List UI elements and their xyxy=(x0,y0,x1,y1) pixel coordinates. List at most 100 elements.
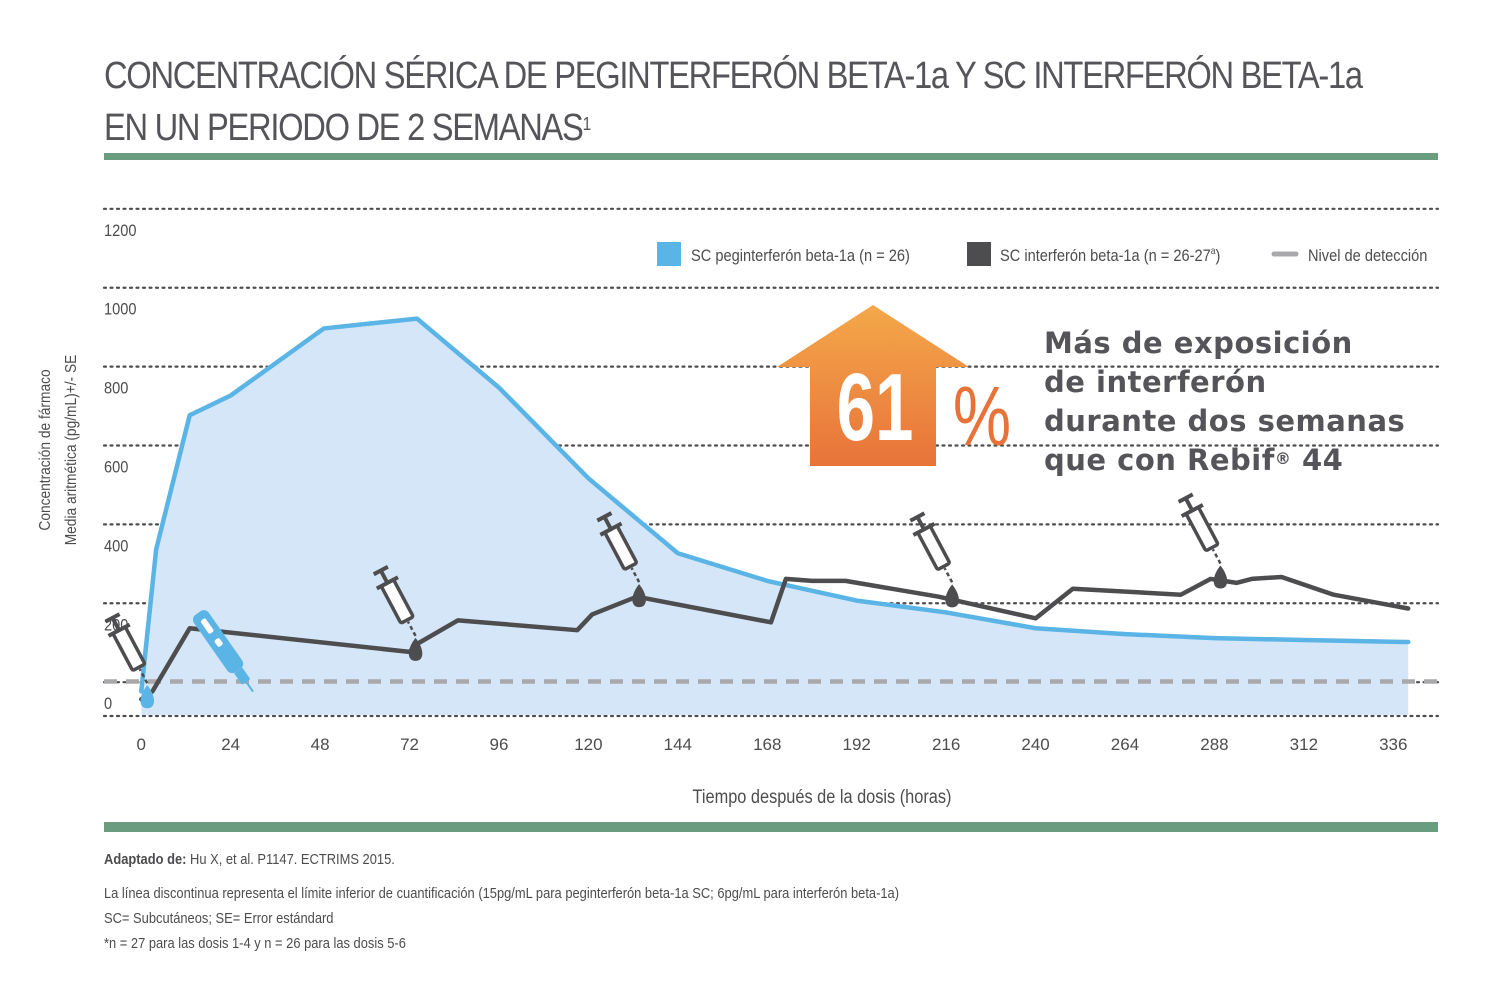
x-tick-label-240: 240 xyxy=(1021,735,1049,754)
callout-line-1: Más de exposición xyxy=(1044,326,1353,360)
drop-icon xyxy=(1213,565,1228,589)
x-tick-label-48: 48 xyxy=(311,735,330,754)
legend-swatch-interferon xyxy=(967,242,991,266)
x-tick-label-192: 192 xyxy=(843,735,871,754)
exposure-callout-text: Más de exposición de interferón durante … xyxy=(1044,324,1464,480)
syringe-plunger-cap xyxy=(372,565,389,577)
syringe-barrel xyxy=(1185,506,1220,552)
syringe-icon xyxy=(909,511,959,608)
x-tick-label-72: 72 xyxy=(400,735,419,754)
syringe-needle xyxy=(630,567,641,583)
x-tick-label-336: 336 xyxy=(1379,735,1407,754)
syringe-needle xyxy=(138,668,149,684)
syringe-barrel xyxy=(916,525,951,571)
y-tick-label-1000: 1000 xyxy=(104,301,137,319)
x-tick-labels: 0 24 48 72 96 120 144 168 192 216 240 264 288 312 336 xyxy=(137,735,1408,754)
syringe-icon xyxy=(372,565,423,661)
syringe-plunger-cap xyxy=(909,511,926,523)
drop-icon xyxy=(408,637,423,661)
footer-note-2: SC= Subcutáneos; SE= Error estándard xyxy=(104,910,334,927)
syringe-plunger xyxy=(379,569,390,584)
legend-label-interferon-main: SC interferón beta-1a (n = 26-27 xyxy=(1000,247,1211,265)
syringe-icon xyxy=(104,612,155,709)
footer-note-3: *n = 27 para las dosis 1-4 y n = 26 para… xyxy=(104,935,406,952)
increase-arrow-callout: 61 % xyxy=(777,305,1011,466)
callout-line-4-suffix: 44 xyxy=(1291,443,1344,477)
peginterferon-area xyxy=(141,318,1409,715)
drop-icon xyxy=(945,584,959,608)
y-tick-label-600: 600 xyxy=(104,459,129,477)
x-axis-label: Tiempo después de la dosis (horas) xyxy=(693,786,952,807)
syringe-icon-body xyxy=(909,511,954,583)
legend-swatch-peginterferon xyxy=(657,242,681,266)
up-arrow-icon xyxy=(777,305,969,466)
x-tick-label-168: 168 xyxy=(753,735,781,754)
footer-note-1: La línea discontinua representa el límit… xyxy=(104,885,900,902)
legend-label-interferon-close: ) xyxy=(1216,247,1221,265)
x-tick-label-216: 216 xyxy=(932,735,960,754)
x-tick-label-288: 288 xyxy=(1200,735,1228,754)
x-tick-label-0: 0 xyxy=(137,735,146,754)
top-divider xyxy=(104,153,1438,160)
callout-line-3: durante dos semanas xyxy=(1044,404,1406,438)
syringe-icon-body xyxy=(596,511,641,583)
dose-markers xyxy=(104,492,1228,709)
syringe-plunger-cap xyxy=(596,511,613,523)
legend-label-interferon-sup: a xyxy=(1211,245,1217,256)
y-axis-label-line-1: Concentración de fármaco xyxy=(36,369,54,530)
syringe-icon-body xyxy=(1177,492,1222,565)
bottom-divider xyxy=(104,822,1438,832)
legend-item-interferon: SC interferón beta-1a (n = 26-27a) xyxy=(967,242,1220,266)
y-axis-label-line-2: Media aritmética (pg/mL)+/- SE xyxy=(62,355,80,546)
y-tick-label-400: 400 xyxy=(104,537,129,555)
footer-source-text: Hu X, et al. P1147. ECTRIMS 2015. xyxy=(186,851,395,868)
callout-line-2: de interferón xyxy=(1044,365,1267,399)
callout-registered-mark: ® xyxy=(1274,449,1292,468)
legend-label-detection: Nivel de detección xyxy=(1308,247,1427,265)
increase-percent: % xyxy=(953,369,1011,463)
syringe-icon-body xyxy=(104,612,149,684)
syringe-barrel xyxy=(111,625,147,672)
syringe-plunger xyxy=(1183,497,1195,512)
syringe-plunger xyxy=(602,515,613,531)
legend-label-peginterferon: SC peginterferón beta-1a (n = 26) xyxy=(691,247,910,265)
legend-label-interferon: SC interferón beta-1a (n = 26-27a) xyxy=(1000,245,1220,265)
syringe-plunger xyxy=(915,516,926,531)
syringe-icon xyxy=(1177,492,1228,589)
increase-number: 61 xyxy=(837,353,914,461)
footer-source-label: Adaptado de: xyxy=(104,851,187,868)
y-tick-label-800: 800 xyxy=(104,380,129,398)
title-line-1: CONCENTRACIÓN SÉRICA DE PEGINTERFERÓN BE… xyxy=(104,55,1363,97)
page-title: CONCENTRACIÓN SÉRICA DE PEGINTERFERÓN BE… xyxy=(104,50,1363,154)
x-tick-label-96: 96 xyxy=(490,735,509,754)
x-tick-label-24: 24 xyxy=(221,735,240,754)
legend-item-peginterferon: SC peginterferón beta-1a (n = 26) xyxy=(657,242,910,266)
x-tick-label-312: 312 xyxy=(1290,735,1318,754)
drop-icon xyxy=(140,685,155,709)
peginterferon-line xyxy=(139,316,1411,694)
title-footnote-ref: 1 xyxy=(582,114,592,134)
legend: SC peginterferón beta-1a (n = 26) SC int… xyxy=(657,242,1427,266)
drop-icon xyxy=(632,584,646,608)
legend-item-detection: Nivel de detección xyxy=(1271,247,1427,265)
area-fill-layer xyxy=(141,318,1409,715)
y-tick-label-0: 0 xyxy=(104,695,112,713)
y-tick-label-1200: 1200 xyxy=(104,222,137,240)
syringe-icon-body xyxy=(372,565,417,637)
x-tick-label-264: 264 xyxy=(1111,735,1139,754)
syringe-plunger xyxy=(110,616,121,632)
x-tick-label-144: 144 xyxy=(664,735,692,754)
callout-line-4: que con Rebif® 44 xyxy=(1044,441,1464,480)
syringe-needle xyxy=(943,567,954,583)
syringe-plunger-cap xyxy=(1177,492,1194,504)
title-line-2-text: EN UN PERIODO DE 2 SEMANAS xyxy=(104,107,584,149)
footer-source: Adaptado de: Hu X, et al. P1147. ECTRIMS… xyxy=(104,851,395,868)
syringe-plunger-cap xyxy=(104,612,121,624)
syringe-needle xyxy=(406,621,417,637)
x-tick-label-120: 120 xyxy=(574,735,602,754)
callout-line-4-text: que con Rebif xyxy=(1044,443,1275,477)
syringe-icon xyxy=(596,511,646,608)
title-line-2: EN UN PERIODO DE 2 SEMANAS1 xyxy=(104,102,1222,154)
pen-injector-icon xyxy=(192,610,254,693)
